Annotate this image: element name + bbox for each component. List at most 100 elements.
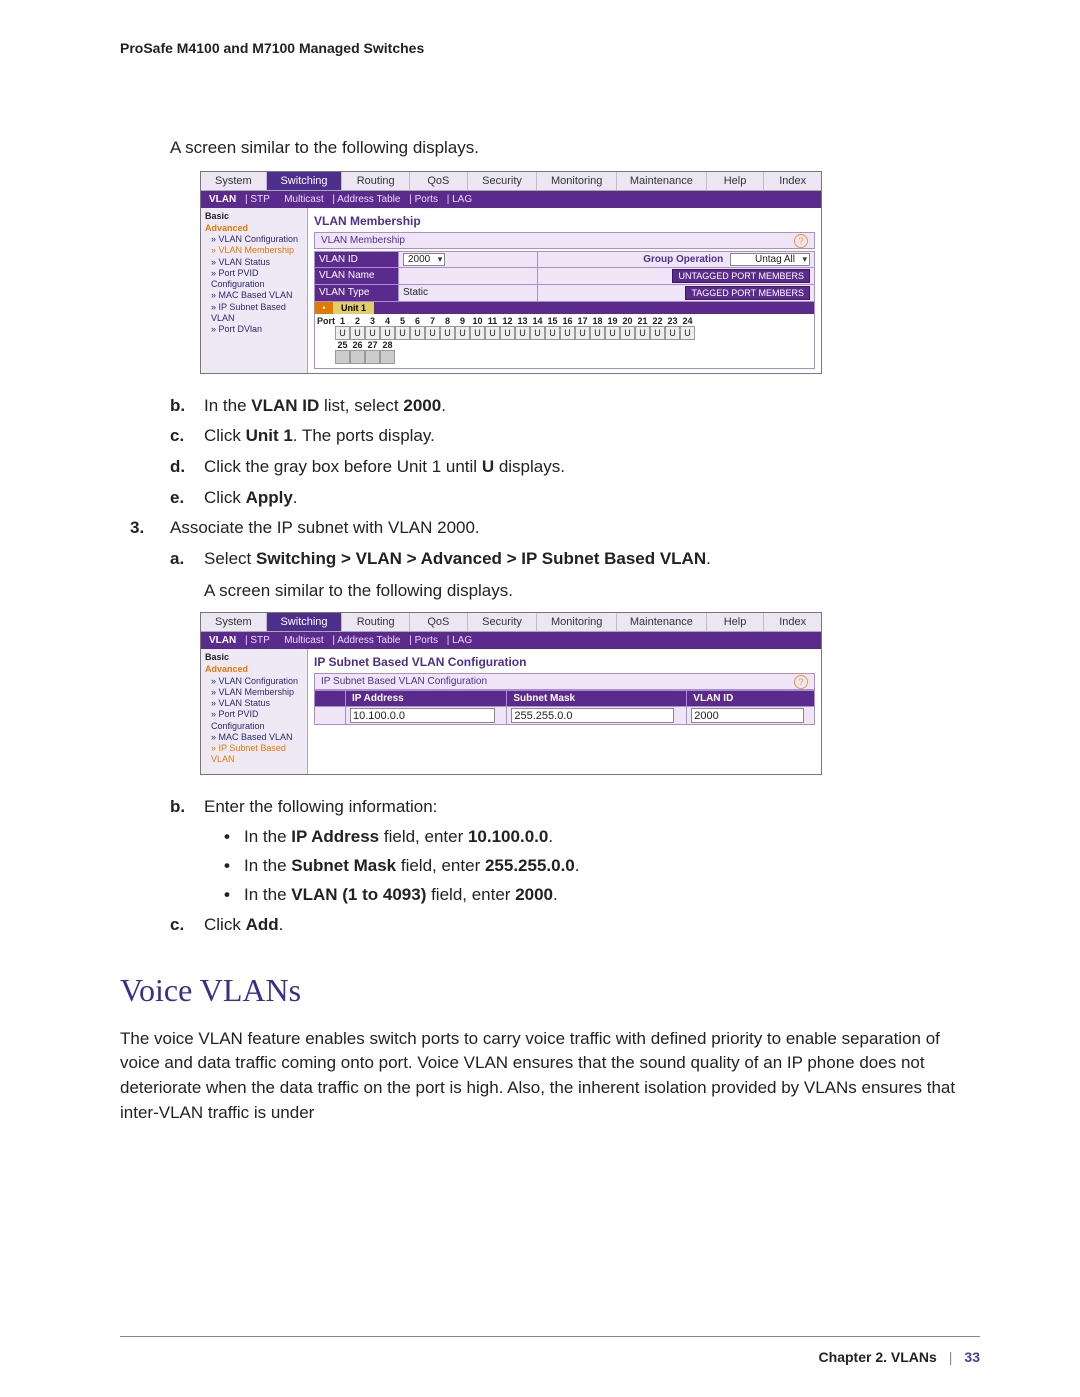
subnav-vlan[interactable]: VLAN: [209, 194, 236, 205]
select-vlan-id[interactable]: 2000: [403, 253, 445, 266]
port-box[interactable]: U: [680, 326, 695, 340]
port-box-empty[interactable]: [350, 350, 365, 364]
value-vlan-name: [399, 267, 538, 284]
tab-maintenance[interactable]: Maintenance: [617, 613, 707, 631]
subnav-address-table[interactable]: Address Table: [337, 635, 400, 646]
port-box[interactable]: U: [635, 326, 650, 340]
tab-qos[interactable]: QoS: [410, 613, 468, 631]
tab-index[interactable]: Index: [764, 613, 821, 631]
subnav-multicast[interactable]: Multicast: [284, 635, 323, 646]
tab-security[interactable]: Security: [468, 613, 538, 631]
tab-maintenance[interactable]: Maintenance: [617, 172, 707, 190]
port-box[interactable]: U: [575, 326, 590, 340]
port-box[interactable]: U: [560, 326, 575, 340]
tab-switching[interactable]: Switching: [267, 172, 343, 190]
btn-untagged-members[interactable]: UNTAGGED PORT MEMBERS: [672, 269, 810, 283]
help-icon[interactable]: ?: [794, 234, 808, 248]
tab-routing[interactable]: Routing: [342, 172, 410, 190]
sidebar-advanced[interactable]: Advanced: [205, 223, 303, 234]
port-box[interactable]: U: [440, 326, 455, 340]
footer-page-number: 33: [964, 1349, 980, 1365]
port-box[interactable]: U: [350, 326, 365, 340]
port-box[interactable]: U: [650, 326, 665, 340]
subnav-stp[interactable]: STP: [250, 635, 269, 646]
port-box[interactable]: U: [395, 326, 410, 340]
subnav-lag[interactable]: LAG: [452, 635, 472, 646]
port-box-empty[interactable]: [365, 350, 380, 364]
subnav-ports[interactable]: Ports: [415, 194, 438, 205]
port-box[interactable]: U: [410, 326, 425, 340]
help-icon[interactable]: ?: [794, 675, 808, 689]
unit-bar: • Unit 1: [314, 302, 815, 314]
sidebar-item-vlan-config[interactable]: » VLAN Configuration: [205, 234, 303, 245]
unit-star[interactable]: •: [315, 302, 333, 314]
sidebar-item-ip-subnet[interactable]: » IP Subnet Based VLAN: [205, 302, 303, 325]
input-vlan-id[interactable]: 2000: [691, 708, 804, 723]
tab-help[interactable]: Help: [707, 613, 765, 631]
tab-monitoring[interactable]: Monitoring: [537, 172, 617, 190]
bullet-dot: •: [210, 883, 244, 908]
step-3a: Select Switching > VLAN > Advanced > IP …: [204, 547, 980, 604]
bullet-3: In the VLAN (1 to 4093) field, enter 200…: [244, 883, 980, 908]
unit-1-button[interactable]: Unit 1: [333, 302, 374, 314]
port-box[interactable]: U: [530, 326, 545, 340]
port-box[interactable]: U: [605, 326, 620, 340]
main-tabs: System Switching Routing QoS Security Mo…: [201, 172, 821, 191]
step-3c: Click Add.: [204, 913, 980, 938]
panel-bar-2: IP Subnet Based VLAN Configuration ?: [314, 673, 815, 690]
sidebar-item-port-pvid[interactable]: » Port PVID Configuration: [205, 268, 303, 291]
marker-e: e.: [170, 486, 204, 511]
sidebar-basic[interactable]: Basic: [205, 211, 303, 222]
tab-system[interactable]: System: [201, 613, 267, 631]
sidebar-item-mac-based[interactable]: » MAC Based VLAN: [205, 290, 303, 301]
sidebar-item-vlan-membership[interactable]: » VLAN Membership: [205, 687, 303, 698]
tab-system[interactable]: System: [201, 172, 267, 190]
port-box-empty[interactable]: [380, 350, 395, 364]
port-box[interactable]: U: [545, 326, 560, 340]
port-box[interactable]: U: [335, 326, 350, 340]
port-box[interactable]: U: [590, 326, 605, 340]
tab-monitoring[interactable]: Monitoring: [537, 613, 617, 631]
btn-tagged-members[interactable]: TAGGED PORT MEMBERS: [685, 286, 810, 300]
port-box[interactable]: U: [470, 326, 485, 340]
sidebar-item-mac-based[interactable]: » MAC Based VLAN: [205, 732, 303, 743]
tab-qos[interactable]: QoS: [410, 172, 468, 190]
port-box[interactable]: U: [425, 326, 440, 340]
label-vlan-type: VLAN Type: [315, 284, 399, 301]
sidebar-item-vlan-config[interactable]: » VLAN Configuration: [205, 676, 303, 687]
select-group-operation[interactable]: Untag All: [730, 253, 810, 266]
port-box[interactable]: U: [665, 326, 680, 340]
main-tabs-2: System Switching Routing QoS Security Mo…: [201, 613, 821, 632]
sidebar-item-vlan-membership[interactable]: » VLAN Membership: [205, 245, 303, 256]
port-box[interactable]: U: [380, 326, 395, 340]
sidebar-item-vlan-status[interactable]: » VLAN Status: [205, 698, 303, 709]
tab-security[interactable]: Security: [468, 172, 538, 190]
panel-title: VLAN Membership: [314, 214, 815, 228]
port-box[interactable]: U: [485, 326, 500, 340]
port-box[interactable]: U: [365, 326, 380, 340]
value-vlan-type: Static: [399, 284, 538, 301]
port-box[interactable]: U: [515, 326, 530, 340]
tab-help[interactable]: Help: [707, 172, 765, 190]
port-box[interactable]: U: [500, 326, 515, 340]
port-box-empty[interactable]: [335, 350, 350, 364]
tab-switching[interactable]: Switching: [267, 613, 343, 631]
subnav-vlan[interactable]: VLAN: [209, 635, 236, 646]
port-box[interactable]: U: [455, 326, 470, 340]
sidebar-item-port-dvlan[interactable]: » Port DVlan: [205, 324, 303, 335]
sidebar-item-port-pvid[interactable]: » Port PVID Configuration: [205, 709, 303, 732]
input-subnet-mask[interactable]: 255.255.0.0: [511, 708, 673, 723]
sidebar-basic[interactable]: Basic: [205, 652, 303, 663]
sidebar-advanced[interactable]: Advanced: [205, 664, 303, 675]
tab-index[interactable]: Index: [764, 172, 821, 190]
subnav-stp[interactable]: STP: [250, 194, 269, 205]
port-box[interactable]: U: [620, 326, 635, 340]
input-ip-address[interactable]: 10.100.0.0: [350, 708, 495, 723]
subnav-address-table[interactable]: Address Table: [337, 194, 400, 205]
subnav-multicast[interactable]: Multicast: [284, 194, 323, 205]
subnav-ports[interactable]: Ports: [415, 635, 438, 646]
subnav-lag[interactable]: LAG: [452, 194, 472, 205]
tab-routing[interactable]: Routing: [342, 613, 410, 631]
sidebar-item-vlan-status[interactable]: » VLAN Status: [205, 257, 303, 268]
sidebar-item-ip-subnet[interactable]: » IP Subnet Based VLAN: [205, 743, 303, 766]
